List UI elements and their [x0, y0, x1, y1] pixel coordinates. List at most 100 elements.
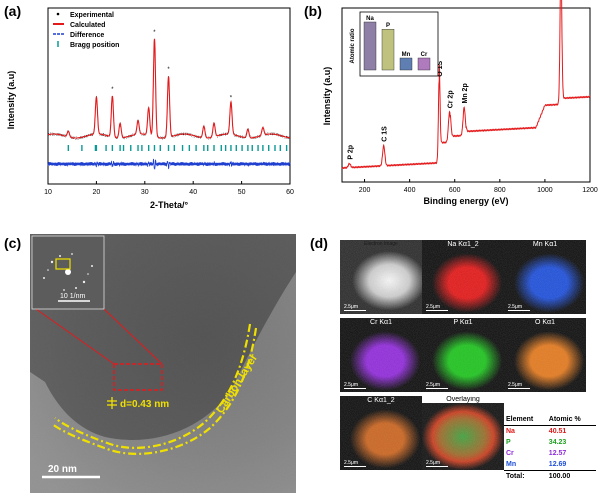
- xrd-peak-star: *: [167, 67, 170, 73]
- table-element: Total:: [506, 473, 525, 480]
- eds-tile-caption: Na Kα1_2: [447, 241, 479, 248]
- eds-tile-2: Mn Kα1 2.5μm: [504, 240, 586, 314]
- xrd-calculated-series: [47, 38, 290, 139]
- xrd-tick-label: 50: [238, 189, 246, 196]
- xrd-peak-markers: * * * *: [111, 30, 233, 102]
- inset-bar-label: Cr: [421, 52, 428, 58]
- panel-b: (b) 200 400 600 800 1000 1200 P 2p C 1S O 1S Cr …: [300, 0, 600, 232]
- eds-composition-table: Element Atomic % Na 40.51 P 34.23 Cr 12.57 …: [504, 414, 596, 482]
- eds-tile-caption: Cr Kα1: [370, 319, 392, 326]
- xrd-chart: (a) 10 20 30 40 50 60 Experimental Calculated…: [4, 3, 294, 210]
- table-value: 34.23: [548, 439, 567, 446]
- xrd-plot-frame: [47, 7, 291, 185]
- xps-tick-label: 1000: [537, 187, 553, 194]
- zoom-line-1: [35, 308, 115, 365]
- eds-scale-label: 2.5μm: [508, 382, 522, 388]
- eds-tile-1: Na Kα1_2 2.5μm: [422, 240, 504, 314]
- xps-tick-label: 400: [404, 187, 416, 194]
- legend-difference: Difference: [70, 32, 104, 39]
- inset-bar-cr: [417, 57, 431, 71]
- table-value: 12.69: [548, 461, 567, 468]
- eds-tile-caption: Mn Kα1: [532, 241, 558, 248]
- table-header-atomic: Atomic %: [548, 416, 581, 423]
- eds-tile-caption: O Kα1: [535, 319, 555, 326]
- saed-highlight-box: [55, 258, 71, 270]
- xps-peak-label: Cr 2p: [448, 90, 455, 108]
- table-element: Na: [506, 428, 515, 435]
- eds-scale-bar: [426, 466, 448, 467]
- eds-scale-label: 2.5μm: [426, 460, 440, 466]
- xrd-tick-label: 40: [189, 189, 197, 196]
- d-spacing-label: d=0.43 nm: [120, 399, 169, 410]
- table-value: 40.51: [548, 428, 567, 435]
- eds-scale-label: 2.5μm: [508, 304, 522, 310]
- xrd-peak-star: *: [230, 96, 233, 102]
- inset-bar-mn: [399, 57, 413, 71]
- hrtem-region-box: [113, 363, 163, 391]
- xps-tick-label: 1200: [582, 187, 598, 194]
- inset-bar-p: [381, 29, 395, 71]
- xps-peak-label: Mn 2p: [462, 83, 469, 103]
- eds-scale-label: 2.5μm: [426, 304, 440, 310]
- eds-tile-6: C Kα1_2 2.5μm: [340, 396, 422, 470]
- panel-a-label: (a): [4, 3, 21, 19]
- xps-plot-frame: [341, 7, 591, 183]
- xps-tick-label: 200: [359, 187, 371, 194]
- inset-bar-label: P: [386, 23, 390, 29]
- inset-bar-label: Na: [366, 16, 374, 22]
- eds-scale-bar: [508, 388, 530, 389]
- saed-center-spot: [65, 269, 71, 275]
- xrd-tick-label: 20: [93, 189, 101, 196]
- saed-diffraction-spots: [43, 253, 93, 291]
- table-element: P: [506, 439, 511, 446]
- table-row: P 34.23: [504, 437, 596, 448]
- saed-scale-label: 10 1/nm: [60, 293, 85, 300]
- xrd-legend: Experimental Calculated Difference Bragg…: [53, 12, 119, 49]
- eds-tile-caption: C Kα1_2: [367, 397, 395, 404]
- xrd-x-label: 2-Theta/°: [150, 200, 189, 210]
- eds-tile-caption: Electron Image: [364, 241, 398, 247]
- table-row: Total: 100.00: [504, 470, 596, 483]
- xps-peak-label: C 1S: [382, 126, 389, 142]
- table-row: Na 40.51: [504, 426, 596, 438]
- zoom-line-2: [103, 308, 163, 365]
- tem-scale-label: 20 nm: [48, 464, 77, 475]
- panel-b-label: (b): [304, 3, 322, 19]
- xrd-difference-series: [47, 158, 291, 170]
- eds-scale-bar: [508, 310, 530, 311]
- table-value: 100.00: [548, 473, 571, 480]
- xrd-y-label: Intensity (a.u): [6, 71, 16, 130]
- eds-scale-bar: [426, 388, 448, 389]
- legend-experimental-marker: [56, 12, 60, 16]
- eds-tile-4: P Kα1 2.5μm: [422, 318, 504, 392]
- eds-scale-bar: [344, 466, 366, 467]
- xps-tick-label: 600: [449, 187, 461, 194]
- eds-scale-bar: [344, 388, 366, 389]
- eds-tile-5: O Kα1 2.5μm: [504, 318, 586, 392]
- eds-tile-0: Electron Image 2.5μm: [340, 240, 422, 314]
- table-row: Cr 12.57: [504, 448, 596, 459]
- xps-spectrum-series: [341, 0, 591, 170]
- xrd-tick-label: 60: [286, 189, 294, 196]
- xrd-x-ticks: 10 20 30 40 50 60: [44, 181, 294, 196]
- xrd-tick-label: 30: [141, 189, 149, 196]
- tem-image: Carbon layer 10 1/nm d=0.43 nm 20 nm (c): [4, 234, 296, 493]
- carbon-layer-outline-outer: [51, 327, 258, 455]
- xrd-peak-star: *: [153, 30, 156, 36]
- table-value: 12.57: [548, 450, 567, 457]
- eds-scale-bar: [426, 310, 448, 311]
- inset-bar-label: Mn: [402, 52, 411, 58]
- table-header-element: Element: [506, 416, 534, 423]
- eds-scale-label: 2.5μm: [426, 382, 440, 388]
- panel-d: (d): [298, 232, 600, 495]
- xps-x-ticks: 200 400 600 800 1000 1200: [359, 179, 598, 194]
- xps-peak-label: O 1S: [437, 61, 444, 77]
- xps-peak-label: P 2p: [347, 145, 354, 160]
- inset-bar-na: [363, 21, 377, 71]
- table-row: Mn 12.69: [504, 459, 596, 471]
- d-spacing-marker: [107, 397, 117, 409]
- eds-tile-caption: Overlaying: [422, 396, 504, 403]
- xrd-bragg-positions: [67, 145, 288, 151]
- legend-bragg: Bragg position: [70, 42, 119, 49]
